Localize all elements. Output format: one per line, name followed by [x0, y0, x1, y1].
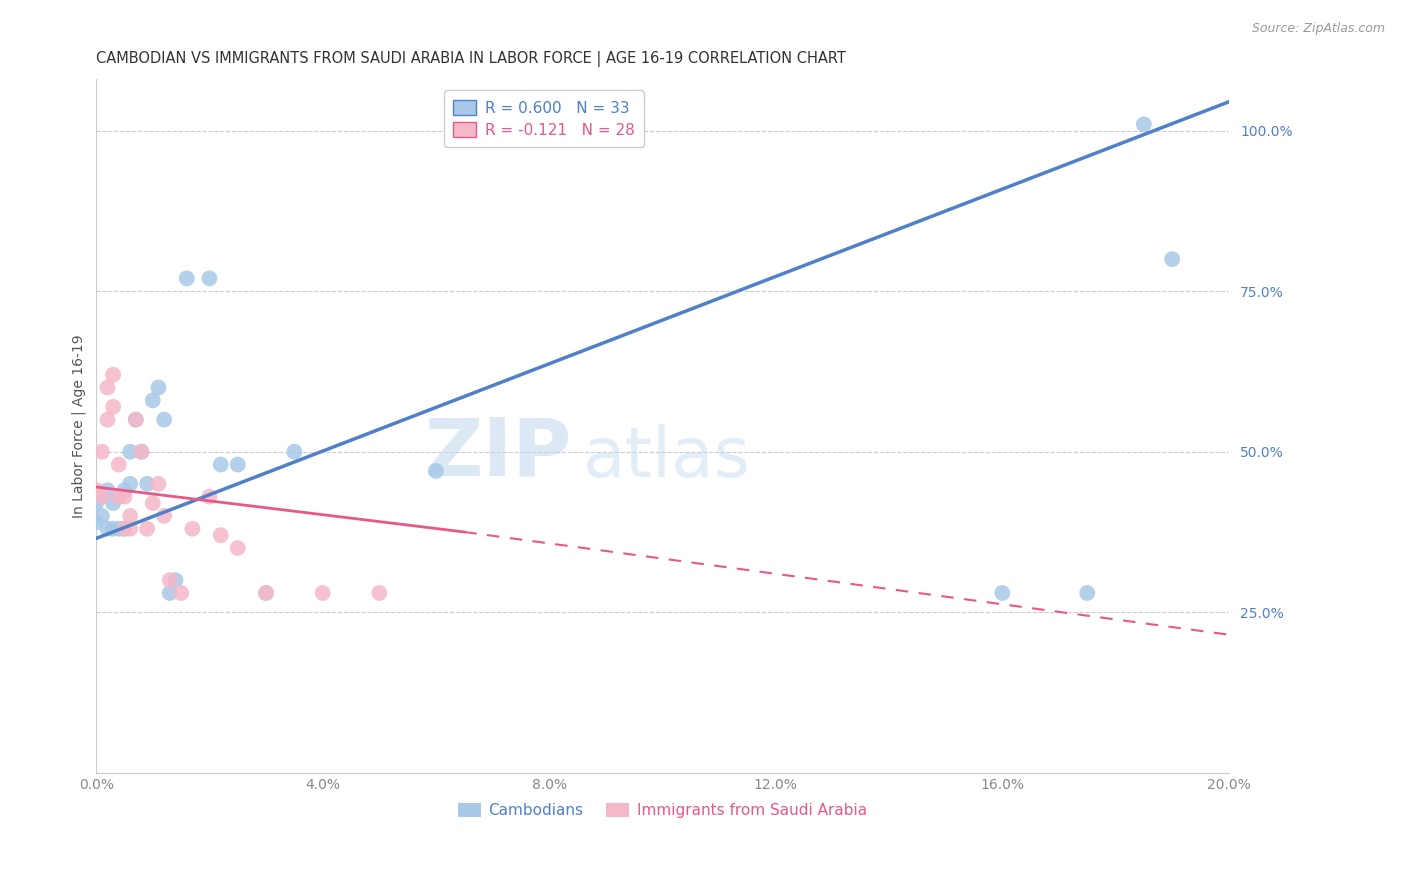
Point [84, 483, 107, 498]
Point [209, 528, 232, 542]
Point [226, 541, 249, 555]
Text: Source: ZipAtlas.com: Source: ZipAtlas.com [1251, 22, 1385, 36]
Point [84, 516, 107, 530]
Point [120, 444, 142, 458]
Point [170, 586, 193, 600]
Point [226, 458, 249, 472]
Point [114, 522, 136, 536]
Point [142, 496, 165, 510]
Point [181, 522, 204, 536]
Point [120, 508, 142, 523]
Point [108, 458, 131, 472]
Point [425, 464, 447, 478]
Point [142, 393, 165, 408]
Point [153, 508, 176, 523]
Point [120, 476, 142, 491]
Point [96, 522, 118, 536]
Point [312, 586, 335, 600]
Point [1076, 586, 1098, 600]
Point [96, 483, 118, 498]
Point [90, 490, 112, 504]
Point [283, 444, 305, 458]
Point [114, 483, 136, 498]
Point [84, 496, 107, 510]
Point [101, 368, 124, 382]
Point [90, 508, 112, 523]
Point [991, 586, 1014, 600]
Point [131, 444, 153, 458]
Point [198, 490, 221, 504]
Point [96, 412, 118, 426]
Point [101, 522, 124, 536]
Point [1161, 252, 1184, 266]
Point [368, 586, 391, 600]
Point [136, 476, 159, 491]
Point [209, 458, 232, 472]
Legend: Cambodians, Immigrants from Saudi Arabia: Cambodians, Immigrants from Saudi Arabia [451, 797, 873, 824]
Point [96, 380, 118, 394]
Point [125, 412, 148, 426]
Point [1133, 117, 1156, 131]
Point [108, 522, 131, 536]
Text: CAMBODIAN VS IMMIGRANTS FROM SAUDI ARABIA IN LABOR FORCE | AGE 16-19 CORRELATION: CAMBODIAN VS IMMIGRANTS FROM SAUDI ARABI… [96, 51, 846, 67]
Point [131, 444, 153, 458]
Point [159, 586, 181, 600]
Point [120, 522, 142, 536]
Point [114, 490, 136, 504]
Point [198, 271, 221, 285]
Point [254, 586, 277, 600]
Point [90, 444, 112, 458]
Point [176, 271, 198, 285]
Point [90, 490, 112, 504]
Point [148, 476, 170, 491]
Point [108, 490, 131, 504]
Y-axis label: In Labor Force | Age 16-19: In Labor Force | Age 16-19 [72, 334, 86, 518]
Point [153, 412, 176, 426]
Point [101, 400, 124, 414]
Point [165, 573, 187, 587]
Point [159, 573, 181, 587]
Text: ZIP: ZIP [425, 415, 572, 492]
Point [254, 586, 277, 600]
Point [108, 490, 131, 504]
Point [125, 412, 148, 426]
Point [114, 522, 136, 536]
Point [101, 496, 124, 510]
Text: atlas: atlas [583, 424, 751, 491]
Point [136, 522, 159, 536]
Point [148, 380, 170, 394]
